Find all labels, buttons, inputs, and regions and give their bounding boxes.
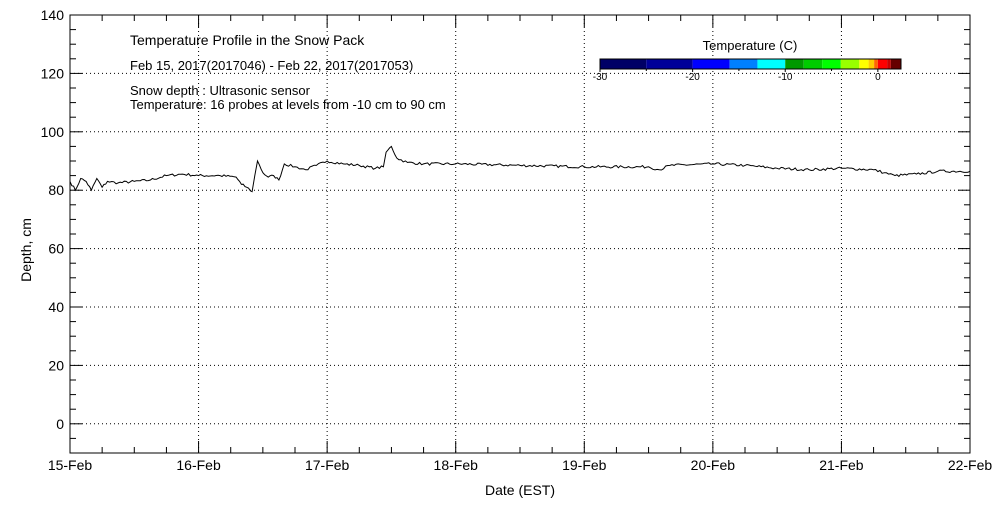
x-tick-label: 20-Feb	[691, 457, 736, 473]
x-tick-label: 21-Feb	[819, 457, 864, 473]
x-tick-label: 17-Feb	[305, 457, 350, 473]
y-tick-label: 100	[41, 124, 65, 140]
colorbar-segment	[890, 59, 901, 69]
colorbar-segment	[822, 59, 841, 69]
x-tick-label: 16-Feb	[176, 457, 221, 473]
y-tick-label: 20	[48, 357, 64, 373]
colorbar-frame	[599, 58, 902, 70]
x-tick-label: 19-Feb	[562, 457, 607, 473]
colorbar-tick-label: 0	[875, 72, 881, 83]
chart-title: Temperature Profile in the Snow Pack	[130, 32, 365, 48]
colorbar-tick-label: -20	[685, 72, 700, 83]
colorbar-segment	[785, 59, 804, 69]
colorbar-tick-label: -30	[593, 72, 608, 83]
colorbar-segment	[868, 59, 875, 69]
colorbar-segment	[600, 59, 647, 69]
grid	[70, 15, 970, 453]
colorbar-segment	[646, 59, 693, 69]
y-axis-label: Depth, cm	[18, 218, 34, 282]
axes	[69, 14, 971, 454]
annotation-temperature: Temperature: 16 probes at levels from -1…	[130, 97, 446, 112]
y-tick-label: 80	[48, 182, 64, 198]
annotation-snow-depth: Snow depth : Ultrasonic sensor	[130, 83, 311, 98]
y-tick-label: 60	[48, 241, 64, 257]
colorbar-title: Temperature (C)	[703, 38, 798, 53]
colorbar-segment	[877, 59, 888, 69]
colorbar-segment	[692, 59, 730, 69]
y-tick-label: 140	[41, 7, 65, 23]
snow-depth-line	[69, 145, 971, 193]
y-tick-label: 40	[48, 299, 64, 315]
colorbar-segment	[840, 59, 860, 69]
colorbar-segment	[803, 59, 823, 69]
colorbar-segment	[859, 59, 869, 69]
temperature-colorbar: Temperature (C) -30 -20 -10 0	[593, 38, 902, 83]
x-axis-label: Date (EST)	[485, 482, 555, 498]
tick-labels: 15-Feb 16-Feb 17-Feb 18-Feb 19-Feb 20-Feb 21-F…	[41, 7, 993, 473]
plot-frame	[69, 14, 971, 454]
y-tick-label: 120	[41, 65, 65, 81]
colorbar-segment	[874, 59, 878, 69]
colorbar-segment	[887, 59, 891, 69]
colorbar-segment	[729, 59, 758, 69]
chart-subtitle: Feb 15, 2017(2017046) - Feb 22, 2017(201…	[130, 58, 413, 73]
y-tick-label: 0	[56, 416, 64, 432]
colorbar-segment	[757, 59, 786, 69]
x-tick-label: 15-Feb	[48, 457, 93, 473]
x-tick-label: 18-Feb	[434, 457, 479, 473]
colorbar-tick-label: -10	[778, 72, 793, 83]
x-tick-label: 22-Feb	[948, 457, 993, 473]
